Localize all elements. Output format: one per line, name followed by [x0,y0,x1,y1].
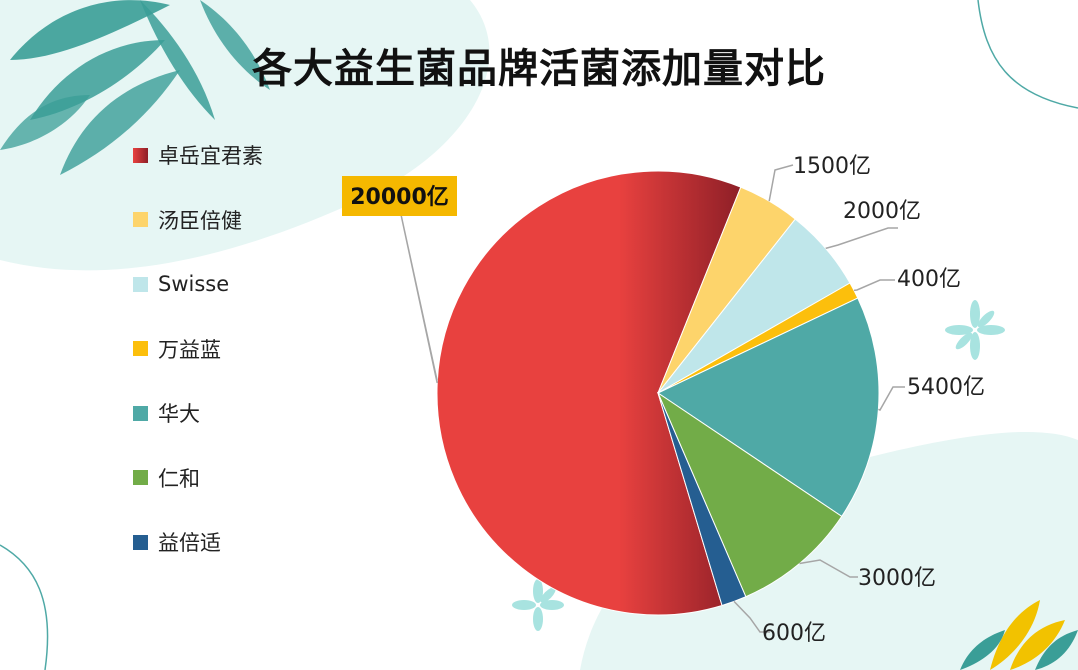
data-label: 600亿 [762,621,826,646]
legend-item: 万益蓝 [133,334,221,364]
legend-label: 卓岳宜君素 [158,144,263,168]
legend-label: 益倍适 [158,531,221,555]
legend-label: 仁和 [158,466,200,491]
leader-line [399,209,438,384]
legend-swatch [133,147,148,163]
legend-item: 汤臣倍健 [133,205,242,235]
legend-swatch [133,212,148,227]
pie-slices [436,170,880,616]
curve-line-bottom-left [0,544,49,670]
legend-swatch [133,405,148,421]
data-label: 20000亿 [350,185,449,210]
curve-line-top-right [977,0,1078,109]
pie-slice [656,391,843,598]
legend-item: 仁和 [133,463,200,493]
callout-box [342,176,457,216]
legend-swatch [133,341,148,356]
legend-label: 汤臣倍健 [158,208,242,233]
data-label: 400亿 [897,267,961,292]
legend-item: 华大 [133,398,200,428]
data-label: 2000亿 [843,199,921,224]
pie-slice [436,170,742,616]
leader-line [878,386,905,411]
legend-label: Swisse [158,272,230,296]
flower-icon [945,300,1005,360]
flower-icon [512,579,564,631]
legend-item: 益倍适 [133,527,221,557]
legend-label: 华大 [158,402,200,426]
legend-swatch [133,470,148,485]
data-label: 1500亿 [793,154,871,179]
leader-line [733,600,770,633]
pie-slice [656,297,880,518]
legend-swatch [133,276,148,292]
leaf-icon [0,0,270,175]
data-label: 3000亿 [858,566,936,591]
legend-label: 万益蓝 [158,337,221,362]
leader-line [853,279,895,292]
leader-line [768,164,794,202]
leaf-icon [960,600,1078,670]
leader-line [825,227,898,250]
slice-labels: 20000亿 1500亿 2000亿 400亿 5400亿 3000亿 600亿 [342,154,985,646]
legend-swatch [133,534,148,550]
legend-item: 卓岳宜君素 [133,140,263,170]
data-label: 5400亿 [907,375,985,400]
chart-title: 各大益生菌品牌活菌添加量对比 [252,46,826,92]
leader-line [799,559,858,578]
legend-item: Swisse [133,269,229,299]
